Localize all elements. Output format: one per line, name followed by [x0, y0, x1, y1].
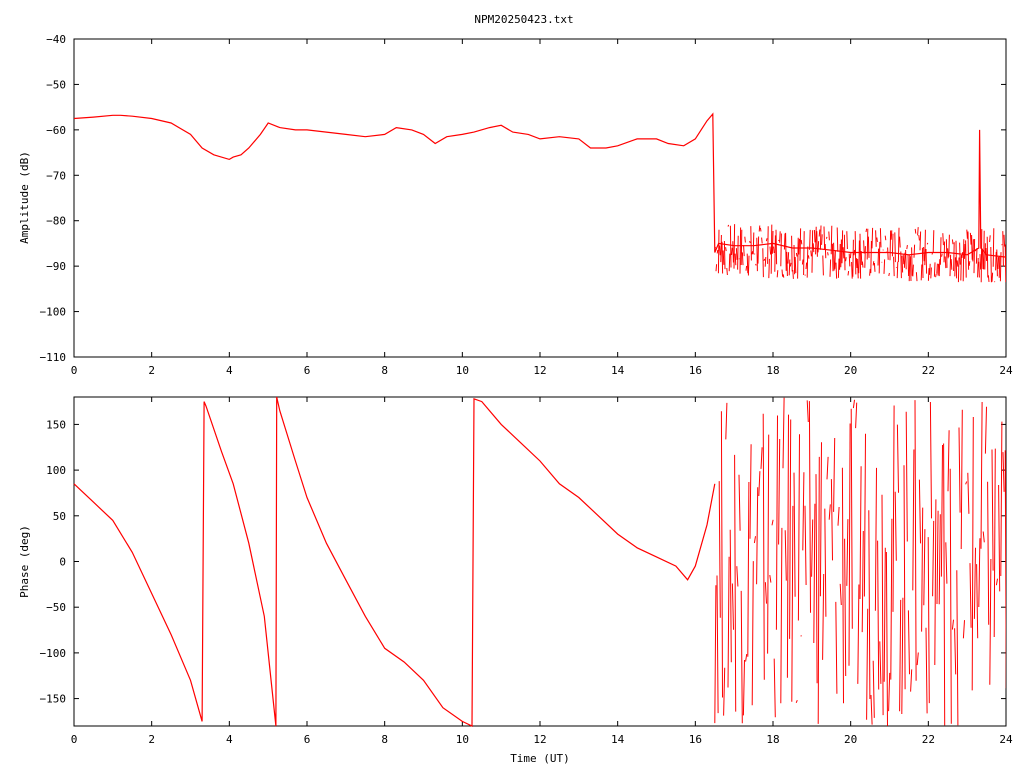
amplitude-panel: 0 2 4 6 8 10 12 14 16 18 20 22 24−40−50−60−70−80−90−…	[18, 33, 1013, 377]
amplitude-y-tick-label: −80	[46, 215, 66, 228]
phase-x-tick-label: 8	[381, 733, 388, 746]
phase-panel: 0 2 4 6 8 10 12 14 16 18 20 22 24150100500−50−100−15…	[18, 396, 1013, 765]
amplitude-y-tick-label: −60	[46, 124, 66, 137]
amplitude-x-tick-label: 6	[304, 364, 311, 377]
phase-x-tick-label: 4	[226, 733, 233, 746]
amplitude-y-tick-label: −100	[40, 306, 67, 319]
phase-x-tick-label: 10	[456, 733, 469, 746]
amplitude-plot-frame	[73, 38, 1007, 358]
phase-x-tick-label: 16	[689, 733, 702, 746]
phase-y-tick-label: 50	[53, 510, 66, 523]
phase-marks: 0 2 4 6 8 10 12 14 16 18 20 22 24150100500−50−100−15…	[40, 396, 1013, 746]
amplitude-y-tick-label: −50	[46, 78, 66, 91]
phase-x-tick-label: 2	[148, 733, 155, 746]
phase-y-tick-label: −50	[46, 601, 66, 614]
phase-x-tick-label: 12	[533, 733, 546, 746]
phase-y-axis-label: Phase (deg)	[18, 525, 31, 598]
amplitude-x-tick-label: 14	[611, 364, 625, 377]
amplitude-marks: 0 2 4 6 8 10 12 14 16 18 20 22 24−40−50−60−70−80−90−…	[40, 33, 1013, 377]
amplitude-y-tick-label: −110	[40, 351, 67, 364]
amplitude-x-tick-label: 22	[922, 364, 935, 377]
amplitude-x-tick-label: 18	[766, 364, 779, 377]
amplitude-series-line	[73, 112, 1007, 258]
amplitude-y-tick-label: −90	[46, 260, 66, 273]
amplitude-x-tick-label: 24	[999, 364, 1013, 377]
amplitude-x-tick-label: 12	[533, 364, 546, 377]
phase-y-tick-label: 100	[46, 464, 66, 477]
chart-title: NPM20250423.txt	[474, 13, 573, 26]
amplitude-y-axis-label: Amplitude (dB)	[18, 151, 31, 244]
phase-noise-trace	[714, 397, 1006, 726]
amplitude-x-tick-label: 4	[226, 364, 233, 377]
amplitude-y-tick-label: −70	[46, 169, 66, 182]
phase-y-tick-label: 150	[46, 418, 66, 431]
phase-x-tick-label: 14	[611, 733, 625, 746]
amplitude-x-tick-label: 8	[381, 364, 388, 377]
phase-x-tick-label: 22	[922, 733, 935, 746]
phase-y-tick-label: 0	[59, 556, 66, 569]
amplitude-x-tick-label: 16	[689, 364, 702, 377]
amplitude-x-tick-label: 20	[844, 364, 857, 377]
phase-noise-region	[714, 397, 1006, 726]
amplitude-noise-region	[714, 224, 1006, 283]
amplitude-x-tick-label: 2	[148, 364, 155, 377]
amplitude-x-tick-label: 0	[71, 364, 78, 377]
phase-y-tick-label: −100	[40, 647, 67, 660]
phase-series-line	[73, 396, 716, 727]
amplitude-x-tick-label: 10	[456, 364, 469, 377]
phase-y-tick-label: −150	[40, 693, 67, 706]
phase-x-tick-label: 20	[844, 733, 857, 746]
phase-x-tick-label: 0	[71, 733, 78, 746]
phase-plot-frame	[73, 396, 1007, 727]
phase-x-tick-label: 24	[999, 733, 1013, 746]
amplitude-y-tick-label: −40	[46, 33, 66, 46]
amplitude-noise-trace	[714, 224, 1006, 283]
phase-x-tick-label: 6	[304, 733, 311, 746]
phase-x-axis-label: Time (UT)	[510, 752, 570, 765]
phase-x-tick-label: 18	[766, 733, 779, 746]
